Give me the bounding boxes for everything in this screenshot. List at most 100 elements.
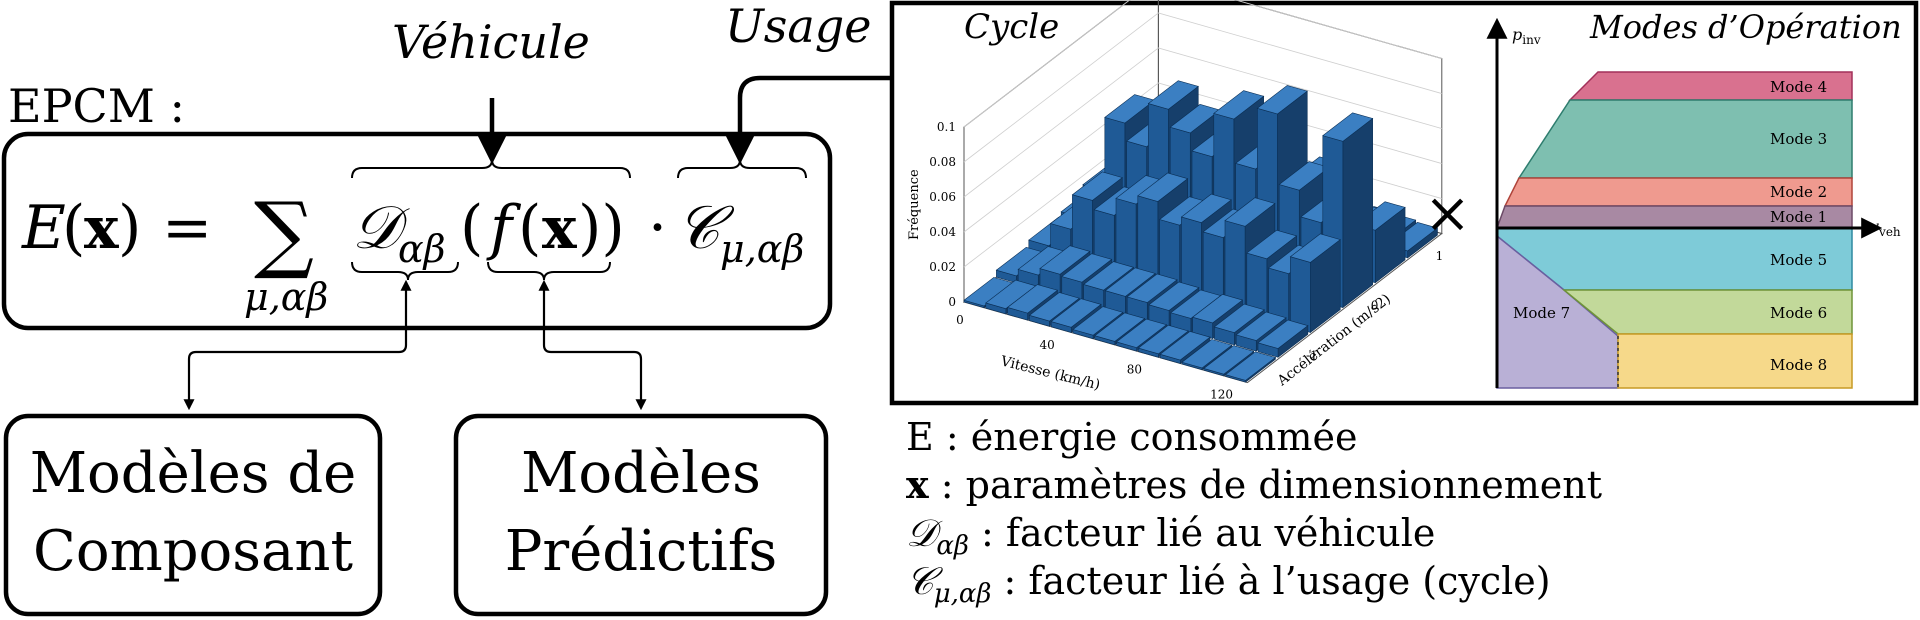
histogram-bar [1257, 319, 1309, 358]
bar-top [1224, 197, 1276, 227]
eq-sum-sub: μ,αβ [244, 275, 328, 319]
pinv-label: pinv [1512, 25, 1541, 47]
bar-top [1115, 318, 1168, 348]
bar-top [1072, 306, 1124, 336]
mode-label-5: Mode 5 [1770, 251, 1827, 269]
histogram-bar [1224, 351, 1277, 383]
eq-c-sub: μ,αβ [720, 227, 804, 271]
bar-top [1256, 85, 1308, 115]
eq-d-sub: αβ [398, 227, 446, 271]
bar-top [1322, 112, 1374, 142]
histogram-bar [1050, 298, 1102, 334]
z-tick-label: 0.02 [929, 260, 956, 274]
eq-f: f [486, 193, 522, 263]
bar-top [1213, 90, 1265, 120]
bar-top [1213, 303, 1265, 333]
legend-item-d: 𝒟αβ : facteur lié au véhicule [906, 511, 1435, 561]
vveh-label: vveh [1870, 217, 1901, 239]
mode-label-6: Mode 6 [1770, 304, 1827, 322]
bar-top [1148, 281, 1200, 311]
x-tick-label: 0 [956, 313, 964, 327]
grid-line [963, 47, 1442, 198]
box-modeles-predictifs [453, 413, 829, 617]
usage-label: Usage [725, 0, 871, 53]
eq-f-close: )) [578, 193, 625, 263]
mode-label-8: Mode 8 [1770, 356, 1827, 374]
histogram-bar [1159, 331, 1211, 365]
bar-top [1224, 351, 1277, 381]
equation: E ( x ) = ∑ μ,αβ 𝒟 αβ ( f ( x )) · 𝒞 μ,α… [21, 184, 804, 319]
y-tick-label: -1 [1306, 348, 1318, 362]
bar-top [1289, 233, 1341, 263]
eq-dot: · [648, 193, 667, 263]
bar-top [1104, 267, 1156, 297]
x-tick-label: 40 [1040, 338, 1055, 352]
eq-sum: ∑ [254, 184, 314, 282]
bar-top [1006, 284, 1059, 314]
z-tick-label: 0.04 [929, 225, 956, 239]
bar-top [1257, 319, 1309, 349]
predictifs-line1: Modèles [521, 441, 761, 506]
eq-close: ) [118, 193, 141, 263]
modes-chart: Modes d’Opération pinv vveh Mode 4 Mode … [1486, 8, 1902, 389]
eq-e: E [21, 193, 66, 263]
legend-item-c: 𝒞μ,αβ : facteur lié à l’usage (cycle) [906, 559, 1551, 609]
histogram-bar [1181, 339, 1233, 371]
legend-item-e: E : énergie consommée [906, 415, 1357, 459]
brace-under-f [487, 261, 611, 281]
grid-line [963, 12, 1442, 163]
z-tick-label: 0.06 [929, 190, 956, 204]
brace-over-dfx [351, 159, 631, 179]
bar-top [1050, 298, 1102, 328]
eq-equals: = [162, 193, 212, 263]
modes-title: Modes d’Opération [1589, 8, 1902, 46]
eq-f-x: x [542, 194, 577, 262]
bar-top [1082, 261, 1135, 291]
mode-label-7: Mode 7 [1513, 304, 1570, 322]
bar-top [1180, 193, 1232, 224]
eq-open: ( [62, 193, 85, 263]
bar-front [1290, 256, 1311, 333]
z-axis-label: Fréquence [907, 169, 922, 240]
bar-top [1061, 253, 1113, 283]
eq-f-open: ( [460, 193, 483, 263]
eq-x: x [84, 194, 119, 262]
y-tick-label: 0 [1371, 299, 1379, 313]
bar-top [1039, 245, 1091, 275]
bar-top [1147, 80, 1199, 110]
bar-top [1094, 312, 1146, 342]
mode-label-4: Mode 4 [1770, 78, 1827, 96]
times-sign: × [1424, 181, 1471, 246]
legend: E : énergie consommée x : paramètres de … [906, 415, 1602, 609]
composant-line2: Composant [33, 519, 353, 584]
z-tick-label: 0.1 [937, 120, 956, 134]
legend-item-x: x : paramètres de dimensionnement [906, 462, 1602, 507]
composant-line1: Modèles de [30, 441, 357, 506]
histogram-bar [1289, 233, 1341, 334]
mode-region-8 [1617, 333, 1853, 389]
brace-over-c [677, 159, 807, 179]
bar-top [1181, 339, 1233, 369]
bar-top [1246, 229, 1298, 260]
bar-top [1028, 292, 1080, 322]
y-tick-label: 1 [1436, 249, 1444, 263]
z-tick-label: 0 [948, 295, 956, 309]
bar-top [1071, 171, 1123, 201]
bar-top [1159, 331, 1211, 361]
box-modeles-composant [3, 413, 383, 617]
bar-side [1342, 117, 1373, 309]
arrow-f-predictifs [538, 279, 647, 411]
arrow-usage [724, 75, 890, 165]
bar-top [1126, 273, 1178, 303]
mode-label-1: Mode 1 [1770, 208, 1827, 226]
z-tick-label: 0.08 [929, 155, 956, 169]
bar-top [1191, 294, 1244, 324]
mode-label-2: Mode 2 [1770, 183, 1827, 201]
bar-top [1203, 345, 1255, 375]
vehicule-label: Véhicule [392, 15, 590, 69]
bar-top [1137, 324, 1189, 355]
predictifs-line2: Prédictifs [505, 519, 778, 584]
bar-top [1137, 172, 1189, 202]
equation-box [1, 131, 833, 331]
